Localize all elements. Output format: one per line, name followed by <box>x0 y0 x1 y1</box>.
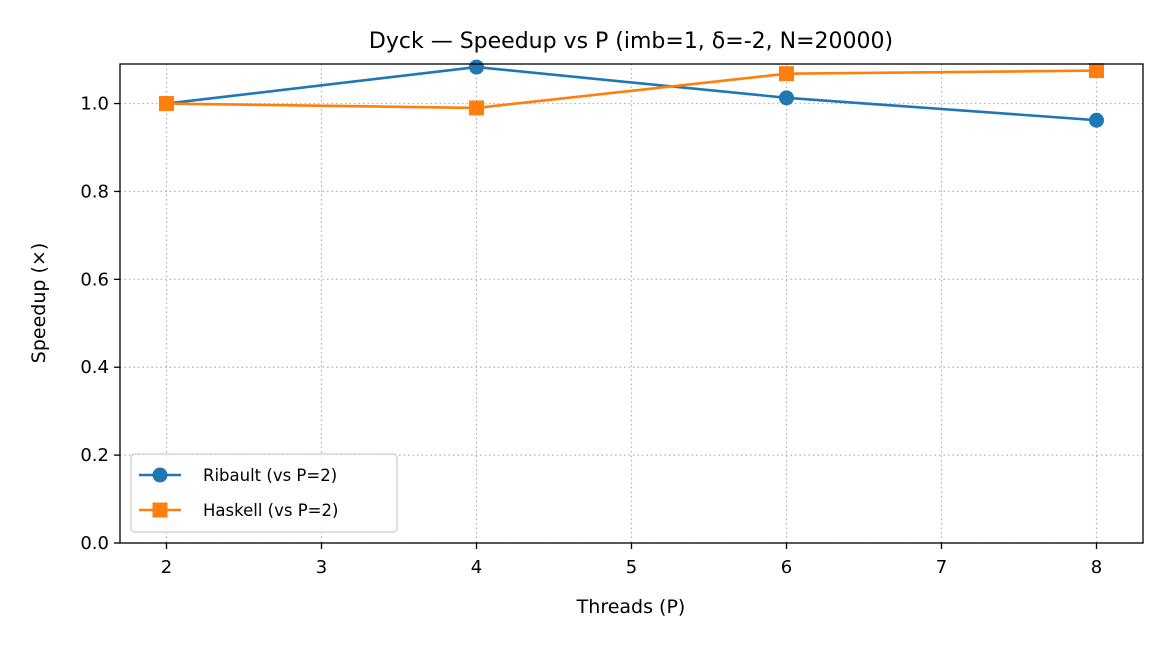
grid <box>120 64 1143 544</box>
x-axis-label: Threads (P) <box>576 596 686 618</box>
data-point-haskell <box>1089 63 1104 79</box>
data-point-ribault <box>469 59 484 75</box>
y-tick-label: 0.6 <box>80 269 109 290</box>
y-axis: 0.0 0.2 0.4 0.6 0.8 1.0 <box>80 94 120 554</box>
x-tick-label: 8 <box>1091 557 1102 578</box>
x-axis: 2 3 4 5 6 7 8 <box>161 543 1102 578</box>
series-line-haskell <box>166 69 1097 110</box>
y-axis-label: Speedup (×) <box>28 243 50 363</box>
y-tick-label: 0.8 <box>80 181 109 202</box>
data-point-ribault <box>1089 112 1104 128</box>
chart-title: Dyck — Speedup vs P (imb=1, δ=-2, N=2000… <box>369 29 893 54</box>
x-tick-label: 2 <box>161 557 172 578</box>
x-tick-label: 5 <box>626 557 637 578</box>
legend-marker-ribault <box>152 467 168 483</box>
y-tick-label: 1.0 <box>80 94 109 115</box>
x-tick-label: 4 <box>471 557 482 578</box>
data-point-haskell <box>779 66 794 82</box>
legend-marker-haskell <box>152 502 168 518</box>
x-tick-label: 6 <box>781 557 792 578</box>
data-point-haskell <box>469 100 484 116</box>
series-layer <box>159 59 1104 128</box>
y-tick-label: 0.0 <box>80 533 109 554</box>
data-point-haskell <box>159 96 174 112</box>
legend-label-haskell: Haskell (vs P=2) <box>203 501 338 520</box>
series-line-ribault <box>166 65 1097 122</box>
y-tick-label: 0.2 <box>80 445 109 466</box>
legend-label-ribault: Ribault (vs P=2) <box>203 466 337 485</box>
x-tick-label: 7 <box>936 557 947 578</box>
legend: Ribault (vs P=2) Haskell (vs P=2) <box>130 453 398 533</box>
x-tick-label: 3 <box>316 557 327 578</box>
y-tick-label: 0.4 <box>80 357 109 378</box>
data-point-ribault <box>779 90 794 106</box>
legend-box <box>130 453 398 533</box>
